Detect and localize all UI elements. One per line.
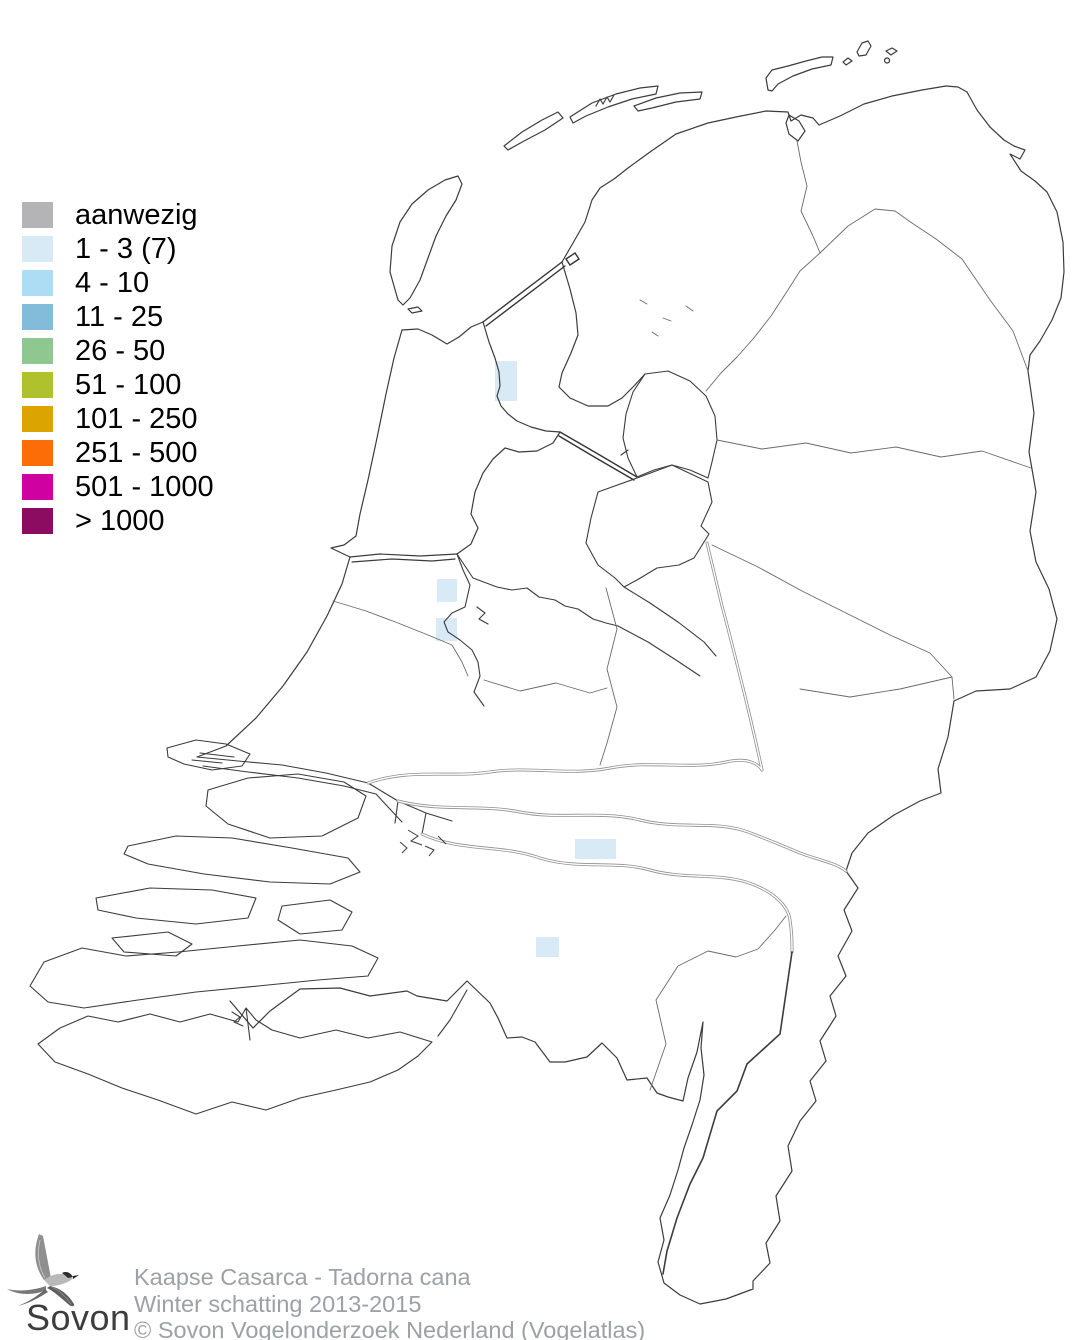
legend-color-swatch — [22, 338, 53, 364]
legend-color-swatch — [22, 372, 53, 398]
friesland-wadden-coast — [561, 85, 968, 263]
border-utrecht-gelderland — [599, 587, 618, 766]
legend-color-swatch — [22, 236, 53, 262]
legend-item: 26 - 50 — [22, 334, 214, 367]
noordzeekanaal — [349, 553, 458, 563]
den-helder-coast — [401, 321, 484, 345]
noordoostpolder — [620, 370, 718, 479]
friesland-lakes — [639, 299, 694, 337]
friesland-ijsselmeer-coast — [558, 261, 646, 407]
noord-beveland-island — [111, 931, 193, 957]
border-friesland-drenthe — [705, 252, 821, 392]
legend-item: 51 - 100 — [22, 368, 214, 401]
border-drenthe-overijssel — [716, 439, 1032, 469]
legend-item: aanwezig — [22, 198, 214, 231]
legend-color-swatch — [22, 508, 53, 534]
terschelling-island — [569, 85, 659, 124]
rottum-islets — [842, 40, 898, 66]
border-overijssel-gelderland — [711, 544, 955, 700]
legend-item: 251 - 500 — [22, 436, 214, 469]
legend-color-swatch — [22, 270, 53, 296]
species-title: Kaapse Casarca - Tadorna cana — [134, 1264, 471, 1290]
rivers-layer — [366, 541, 848, 1275]
border-friesland-groningen — [796, 140, 821, 254]
legend-item-label: 1 - 3 (7) — [75, 232, 177, 265]
footer-caption: Kaapse Casarca - Tadorna cana Winter sch… — [134, 1264, 645, 1340]
ameland-island — [633, 91, 703, 112]
waterweg-banks — [196, 756, 453, 835]
legend-item-label: > 1000 — [75, 504, 165, 537]
gooi-coast — [456, 553, 619, 627]
swallow-icon — [7, 1234, 79, 1307]
border-noordholland-zuidholland — [332, 600, 469, 677]
legend-item-label: 101 - 250 — [75, 402, 198, 435]
legend-color-swatch — [22, 406, 53, 432]
river-ijssel-centerline — [706, 542, 763, 771]
coastline-layer — [196, 40, 1065, 1305]
west-coast — [196, 329, 403, 758]
legend-color-swatch — [22, 440, 53, 466]
tholen-island — [277, 899, 353, 935]
legend-item: 101 - 250 — [22, 402, 214, 435]
legend-item: > 1000 — [22, 504, 214, 537]
maas-limburg — [662, 951, 793, 1275]
legend-item-label: 51 - 100 — [75, 368, 182, 401]
legend-item-label: 26 - 50 — [75, 334, 166, 367]
legend-item: 11 - 25 — [22, 300, 214, 333]
atlas-square — [575, 839, 616, 859]
border-groningen-drenthe — [819, 208, 1029, 372]
legend-item: 1 - 3 (7) — [22, 232, 214, 265]
lauwersmeer — [785, 114, 806, 142]
river-waal-centerline — [397, 800, 847, 872]
legend: aanwezig 1 - 3 (7) 4 - 10 11 - 25 26 - 50 51 … — [22, 198, 214, 537]
copyright-line: © Sovon Vogelonderzoek Nederland (Vogela… — [134, 1317, 646, 1340]
atlas-square — [495, 361, 517, 401]
afsluitdijk — [482, 252, 580, 327]
river-lek-centerline — [367, 759, 763, 784]
sovon-logo — [7, 1234, 79, 1307]
atlas-square — [536, 937, 559, 957]
dikes-layer — [482, 252, 638, 481]
legend-color-swatch — [22, 304, 53, 330]
randmeren — [617, 586, 717, 677]
legend-item-label: 11 - 25 — [75, 300, 164, 333]
legend-item-label: 501 - 1000 — [75, 470, 214, 503]
legend-color-swatch — [22, 474, 53, 500]
noordholland-east-coast — [456, 321, 561, 555]
vlieland-island — [503, 111, 564, 151]
atlas-square — [437, 579, 457, 602]
occupied-squares-layer — [436, 361, 616, 957]
river-maas-centerline — [421, 833, 793, 953]
legend-item-label: 251 - 500 — [75, 436, 198, 469]
legend-item: 4 - 10 — [22, 266, 214, 299]
province-borders-layer — [332, 140, 1032, 1091]
biesbosch-creeks — [399, 829, 447, 857]
texel-island — [389, 175, 463, 314]
legend-item-label: aanwezig — [75, 198, 198, 231]
polders-layer — [443, 370, 718, 707]
legend-item: 501 - 1000 — [22, 470, 214, 503]
goeree-overflakkee-island — [123, 835, 361, 885]
east-and-south-border — [229, 91, 1065, 1305]
legend-item-label: 4 - 10 — [75, 266, 150, 299]
flevoland-polder — [585, 464, 713, 588]
houtribdijk — [558, 431, 638, 481]
voorne-putten-island — [205, 773, 367, 839]
schiermonnikoog-island — [765, 56, 834, 92]
maasvlakte-harbour — [166, 739, 251, 771]
legend-items: aanwezig 1 - 3 (7) 4 - 10 11 - 25 26 - 50 51 … — [22, 198, 214, 537]
legend-color-swatch — [22, 202, 53, 228]
zeeuws-vlaanderen — [37, 989, 468, 1115]
delta-islands-layer — [29, 739, 468, 1115]
border-brabant-limburg — [649, 915, 787, 1091]
river-waal — [396, 799, 848, 873]
border-utrecht-south — [483, 679, 608, 694]
sovon-wordmark: Sovon — [26, 1297, 131, 1338]
survey-subtitle: Winter schatting 2013-2015 — [134, 1290, 422, 1317]
walcheren-zuid-beveland — [29, 939, 379, 1009]
schouwen-duiveland-island — [95, 887, 257, 925]
vecht-border — [443, 553, 489, 707]
